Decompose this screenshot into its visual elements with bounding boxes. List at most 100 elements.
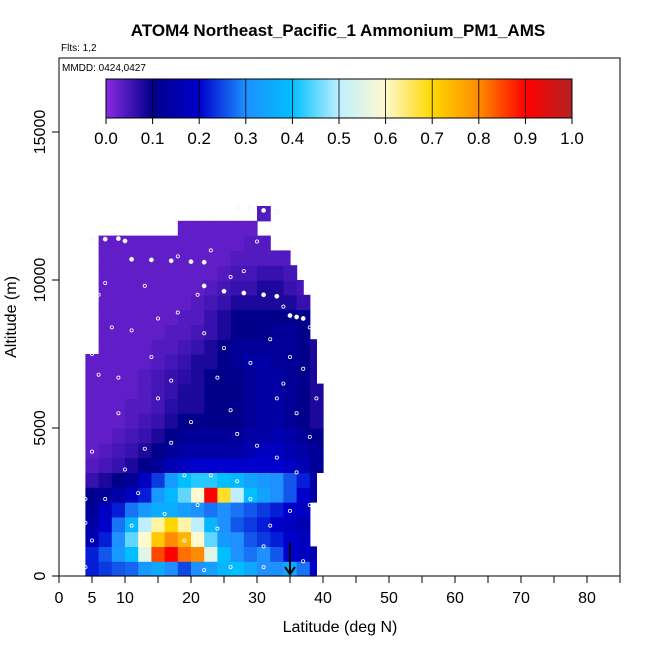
heatmap-cell (111, 235, 126, 251)
flight-track-point (201, 283, 207, 289)
heatmap-cell (191, 294, 205, 311)
heatmap-cell (177, 235, 192, 251)
heatmap-cell (296, 413, 311, 429)
heatmap-cell (191, 339, 205, 355)
heatmap-cell (243, 472, 258, 488)
heatmap-cell (164, 309, 179, 325)
heatmap-cell (230, 235, 245, 251)
heatmap-cell (125, 413, 139, 429)
heatmap-cell (177, 280, 192, 296)
heatmap-cell (85, 546, 100, 562)
heatmap-cell (243, 546, 258, 562)
heatmap-cell (164, 472, 179, 488)
heatmap-cell (204, 383, 218, 399)
heatmap-cell (177, 324, 192, 340)
heatmap-cell (243, 502, 258, 518)
flights-subtitle: Flts: 1,2 (61, 43, 97, 54)
heatmap-cell (138, 354, 152, 370)
heatmap-cell (177, 442, 192, 459)
heatmap-cell (191, 487, 205, 503)
flight-track-point (274, 293, 280, 299)
heatmap-cell (177, 294, 192, 311)
sample-point (301, 559, 306, 564)
heatmap-cell (257, 294, 271, 311)
sample-point (248, 497, 253, 502)
colorbar-tick-label: 0.7 (420, 129, 444, 148)
heatmap-cell (230, 294, 245, 311)
heatmap-cell (217, 472, 232, 488)
colorbar-tick-label: 0.0 (94, 129, 118, 148)
heatmap-cell (230, 354, 245, 370)
heatmap-cell (243, 250, 258, 266)
heatmap-cell (257, 324, 271, 340)
heatmap-cell (309, 442, 324, 459)
sample-point (90, 351, 95, 356)
heatmap-cell (204, 502, 218, 518)
heatmap-cell (164, 413, 179, 429)
sample-point (83, 565, 88, 570)
heatmap-cell (111, 250, 126, 266)
x-tick-label: 0 (55, 590, 64, 607)
heatmap-cell (164, 294, 179, 311)
heatmap-cell (204, 428, 218, 444)
heatmap-cell (98, 383, 113, 399)
heatmap-cell (111, 324, 126, 340)
sample-point (123, 467, 128, 472)
heatmap-cell (98, 368, 113, 385)
heatmap-cell (125, 398, 139, 414)
heatmap-cell (111, 339, 126, 355)
heatmap-cell (217, 354, 232, 370)
heatmap-cell (257, 546, 271, 562)
heatmap-cell (296, 428, 311, 444)
heatmap-cell (125, 235, 139, 251)
heatmap-cell (204, 250, 218, 266)
heatmap-cell (230, 324, 245, 340)
heatmap-cell (309, 383, 324, 399)
x-tick-label: 5 (88, 590, 97, 607)
heatmap-cell (164, 487, 179, 503)
heatmap-cell (191, 220, 205, 237)
heatmap-cell (204, 220, 218, 237)
heatmap-cell (217, 561, 232, 577)
heatmap-cell (204, 324, 218, 340)
heatmap-cell (204, 472, 218, 488)
heatmap-cell (125, 457, 139, 473)
heatmap-cell (283, 516, 298, 533)
plot-area (83, 205, 324, 577)
heatmap-cell (230, 309, 245, 325)
heatmap-cell (296, 487, 311, 503)
heatmap-cell (98, 398, 113, 414)
heatmap-cell (98, 309, 113, 325)
plot-frame (58, 57, 621, 577)
heatmap-cell (230, 457, 245, 473)
y-tick-label: 15000 (32, 110, 49, 155)
heatmap-cell (270, 294, 284, 311)
dates-subtitle: MMDD: 0424,0427 (62, 63, 146, 74)
heatmap-cell (217, 531, 232, 547)
heatmap-cell (111, 487, 126, 503)
sample-point (281, 304, 286, 309)
heatmap-cell (138, 265, 152, 281)
sample-point (254, 443, 259, 448)
colorbar-tick-label: 0.4 (281, 129, 305, 148)
heatmap-cell (98, 442, 113, 459)
heatmap-cell (243, 561, 258, 577)
heatmap-cell (98, 561, 113, 577)
heatmap-cell (151, 502, 166, 518)
heatmap-cell (296, 398, 311, 414)
sample-point (90, 449, 95, 454)
heatmap-cell (257, 472, 271, 488)
heatmap-cell (243, 235, 258, 251)
sample-point (215, 375, 220, 380)
heatmap-cell (138, 561, 152, 577)
heatmap-cell (177, 250, 192, 266)
sample-point (268, 337, 273, 342)
heatmap-cell (177, 413, 192, 429)
heatmap-cell (296, 339, 311, 355)
flight-track-point (122, 238, 128, 244)
heatmap-cell (125, 502, 139, 518)
heatmap-cell (151, 516, 166, 533)
flight-track-point (274, 209, 280, 215)
flight-track-point (300, 316, 306, 321)
